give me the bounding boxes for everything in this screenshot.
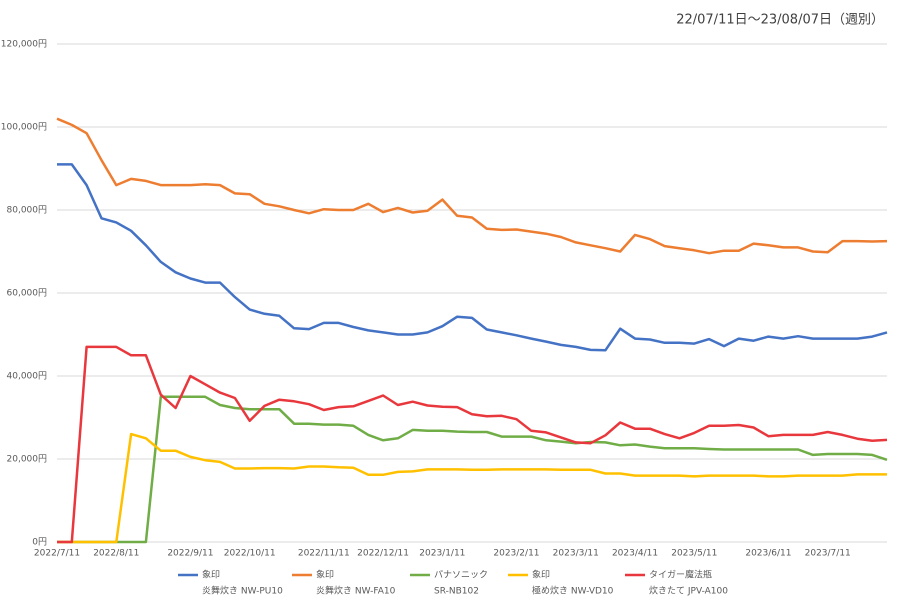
legend-label: 象印 (202, 569, 220, 581)
legend-model: SR-NB102 (434, 587, 479, 597)
legend-label: 象印 (316, 569, 334, 581)
y-tick-label: 120,000円 (1, 39, 47, 50)
series-line (57, 345, 888, 544)
legend-model: 炎舞炊き NW-PU10 (202, 585, 283, 597)
y-tick-label: 100,000円 (1, 122, 47, 133)
x-tick-label: 2023/3/11 (553, 549, 599, 559)
x-tick-label: 2022/8/11 (93, 549, 139, 559)
x-tick-label: 2023/5/11 (671, 549, 717, 559)
series-line (56, 117, 888, 255)
x-tick-label: 2023/4/11 (612, 549, 658, 559)
legend-label: パナソニック (434, 570, 488, 581)
x-tick-label: 2022/10/11 (224, 549, 276, 559)
x-tick-label: 2022/7/11 (34, 549, 80, 559)
series-line (57, 432, 887, 544)
legend-label: タイガー魔法瓶 (649, 569, 712, 581)
y-tick-label: 20,000円 (7, 454, 48, 465)
y-tick-label: 40,000円 (7, 371, 48, 382)
chart-title: 22/07/11日～23/08/07日（週別） (676, 13, 884, 28)
x-tick-label: 2022/9/11 (167, 549, 213, 559)
series-line (57, 395, 888, 544)
legend-model: 炎舞炊き NW-FA10 (316, 585, 396, 597)
x-tick-label: 2022/11/11 (298, 549, 350, 559)
x-tick-label: 2022/12/11 (357, 549, 409, 559)
y-tick-label: 60,000円 (7, 288, 48, 299)
x-tick-label: 2023/2/11 (493, 549, 539, 559)
x-tick-label: 2023/6/11 (745, 549, 791, 559)
legend-model: 炊きたて JPV-A100 (649, 585, 728, 597)
legend-model: 極め炊き NW-VD10 (532, 585, 614, 597)
legend-label: 象印 (532, 569, 550, 581)
y-tick-label: 0円 (32, 537, 47, 548)
x-tick-label: 2023/1/11 (419, 549, 465, 559)
x-tick-label: 2023/7/11 (805, 549, 851, 559)
series-line (57, 163, 888, 352)
y-tick-label: 80,000円 (7, 205, 48, 216)
